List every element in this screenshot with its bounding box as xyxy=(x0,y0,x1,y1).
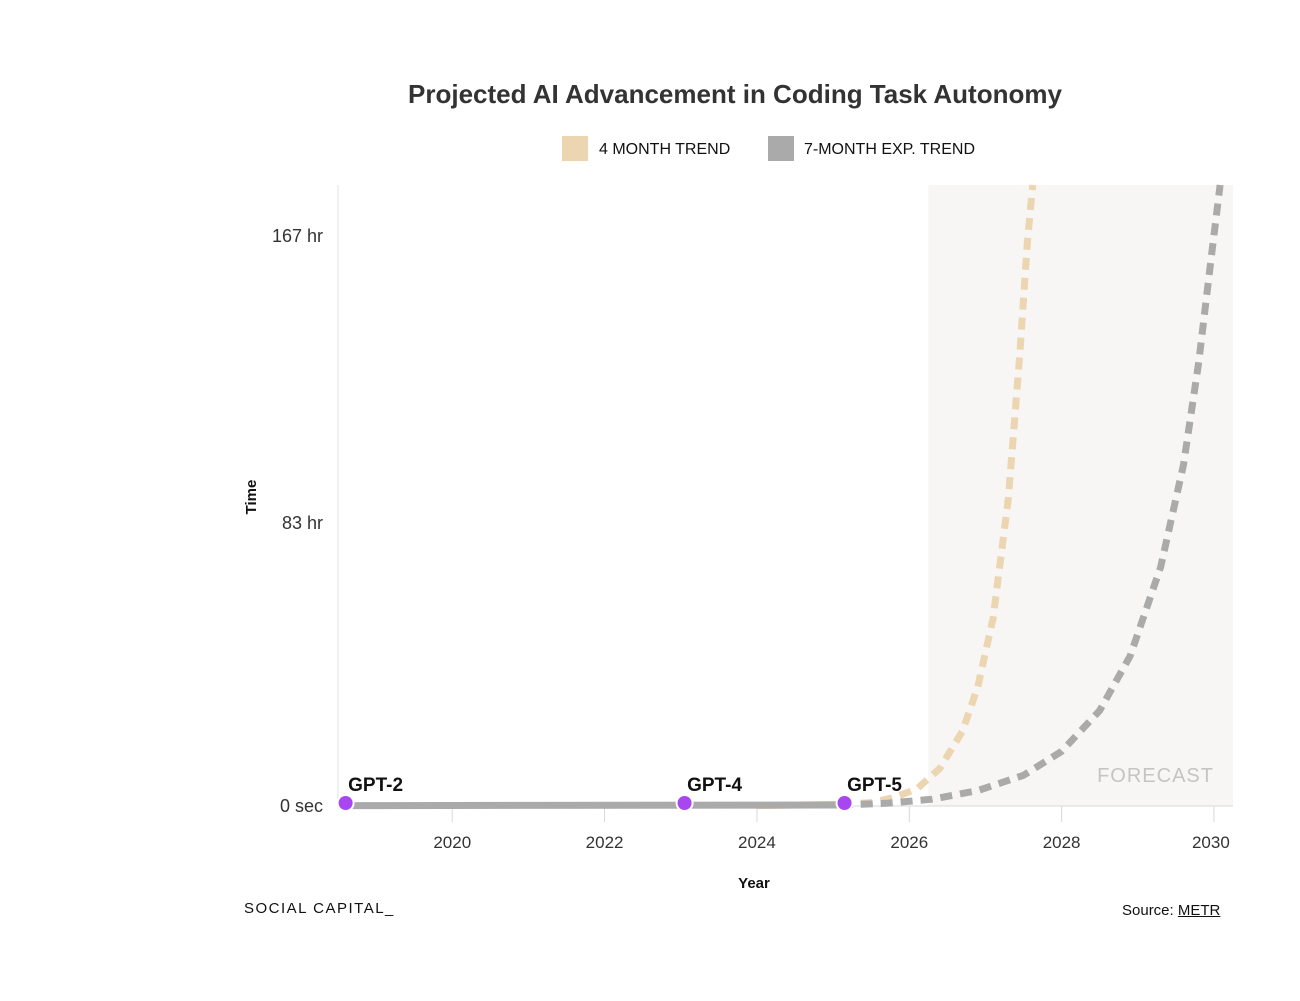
x-tick-label-2028: 2028 xyxy=(1043,833,1081,852)
y-axis-title: Time xyxy=(243,480,260,515)
legend-swatch-4-month-trend xyxy=(562,136,588,161)
y-tick-label-0-sec: 0 sec xyxy=(280,796,323,816)
legend-label-4-month-trend: 4 MONTH TREND xyxy=(599,141,731,158)
x-axis-ticks: 2020 2022 2024 2026 2028 2030 xyxy=(433,806,1230,852)
forecast-region xyxy=(928,185,1233,806)
y-tick-label-167-hr: 167 hr xyxy=(272,226,323,246)
x-axis-title: Year xyxy=(738,875,770,892)
x-tick-label-2022: 2022 xyxy=(586,833,624,852)
x-tick-label-2026: 2026 xyxy=(890,833,928,852)
series-projection-7-month-exp-trend xyxy=(840,184,1224,809)
point-label-gpt-4: GPT-4 xyxy=(687,775,742,796)
series-layer xyxy=(345,184,1224,810)
point-gpt-4 xyxy=(675,794,694,812)
point-label-gpt-5: GPT-5 xyxy=(847,775,902,796)
source-link[interactable]: METR xyxy=(1177,902,1221,919)
chart-title: Projected AI Advancement in Coding Task … xyxy=(408,79,1062,109)
source-note: Source: METR xyxy=(1122,902,1220,919)
x-tick-label-2024: 2024 xyxy=(738,833,776,852)
points-layer: GPT-2 GPT-4 GPT-5 xyxy=(336,775,902,812)
brand-logo-text: SOCIAL CAPITAL_ xyxy=(244,900,395,917)
legend-label-7-month-trend: 7-MONTH EXP. TREND xyxy=(804,141,975,158)
x-tick-label-2030: 2030 xyxy=(1192,833,1230,852)
legend-swatch-7-month-trend xyxy=(768,136,794,161)
source-prefix: Source: xyxy=(1122,902,1174,919)
x-tick-label-2020: 2020 xyxy=(433,833,471,852)
series-historical-7-month-exp-trend xyxy=(345,801,841,810)
point-gpt-5 xyxy=(835,794,854,812)
point-gpt-2 xyxy=(336,794,355,812)
point-label-gpt-2: GPT-2 xyxy=(348,775,403,796)
series-projection-4-month-trend xyxy=(840,184,1037,808)
forecast-label: FORECAST xyxy=(1097,765,1214,787)
y-tick-label-83-hr: 83 hr xyxy=(282,513,323,533)
y-axis-ticks: 0 sec 83 hr 167 hr xyxy=(272,226,323,816)
